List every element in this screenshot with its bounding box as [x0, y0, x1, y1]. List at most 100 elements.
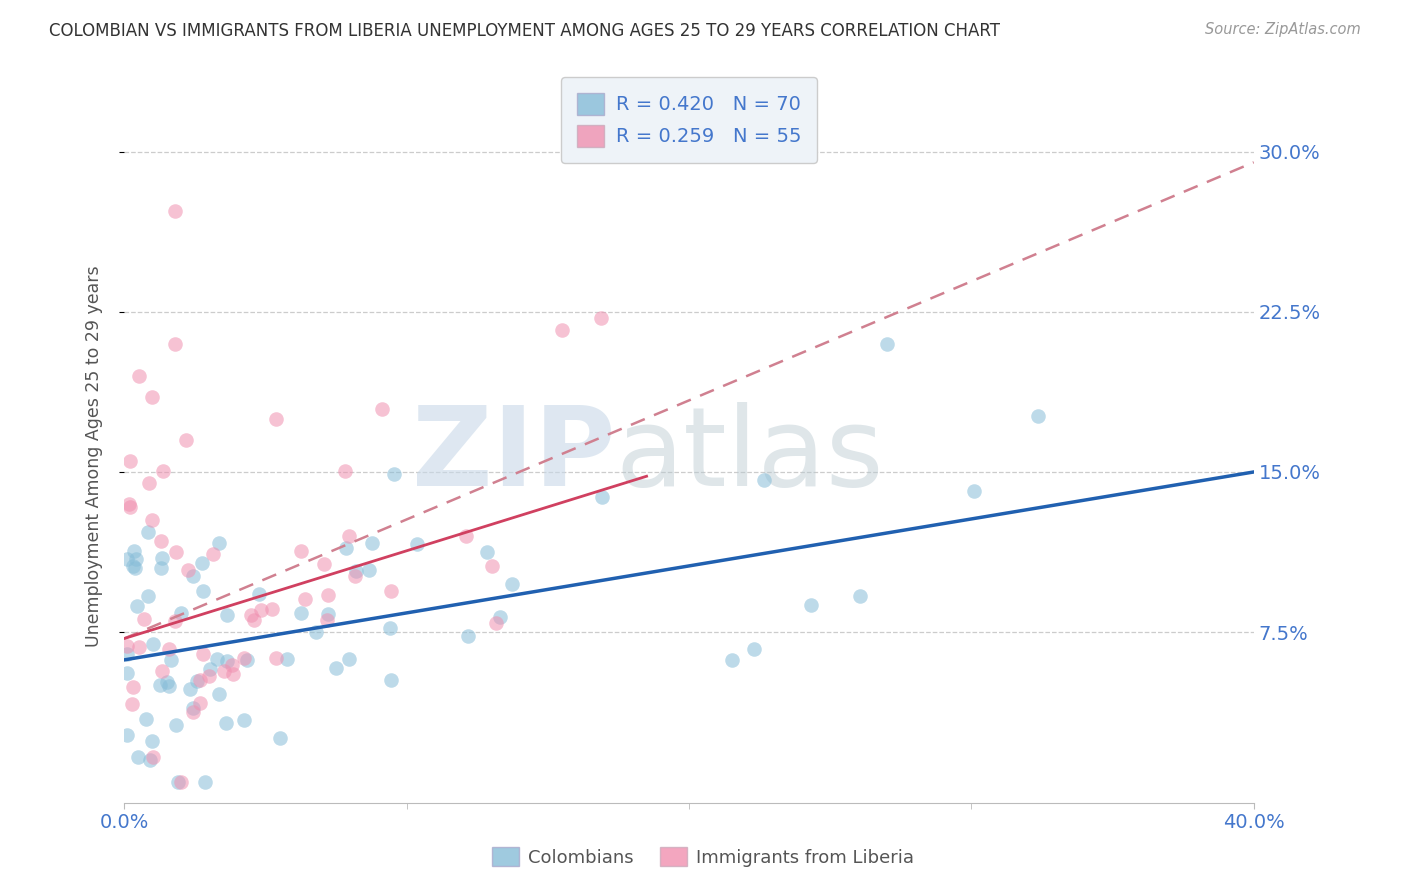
- Point: [212, 664, 235, 678]
- Point: [138, 475, 160, 490]
- Point: [217, 654, 239, 668]
- Point: [589, 311, 612, 326]
- Y-axis label: Unemployment Among Ages 25 to 29 years: Unemployment Among Ages 25 to 29 years: [86, 265, 103, 647]
- Point: [848, 589, 870, 603]
- Point: [591, 490, 613, 504]
- Point: [177, 563, 200, 577]
- Point: [115, 665, 138, 680]
- Point: [115, 639, 138, 653]
- Point: [217, 608, 239, 623]
- Point: [290, 544, 312, 558]
- Point: [142, 637, 165, 651]
- Point: [485, 615, 508, 630]
- Text: atlas: atlas: [616, 402, 884, 509]
- Point: [262, 601, 284, 615]
- Point: [752, 473, 775, 487]
- Legend: Colombians, Immigrants from Liberia: Colombians, Immigrants from Liberia: [484, 840, 922, 874]
- Point: [157, 680, 180, 694]
- Point: [316, 588, 339, 602]
- Point: [876, 336, 898, 351]
- Point: [165, 718, 187, 732]
- Point: [181, 705, 204, 719]
- Point: [152, 464, 174, 478]
- Point: [163, 614, 186, 628]
- Point: [335, 541, 357, 555]
- Point: [181, 700, 204, 714]
- Point: [198, 662, 221, 676]
- Point: [118, 497, 141, 511]
- Point: [207, 652, 229, 666]
- Point: [489, 609, 512, 624]
- Point: [380, 673, 402, 688]
- Point: [215, 716, 238, 731]
- Point: [157, 642, 180, 657]
- Point: [361, 536, 384, 550]
- Point: [139, 753, 162, 767]
- Point: [276, 652, 298, 666]
- Point: [174, 433, 197, 447]
- Point: [312, 558, 335, 572]
- Point: [135, 712, 157, 726]
- Point: [169, 774, 191, 789]
- Point: [744, 642, 766, 657]
- Point: [236, 653, 259, 667]
- Point: [115, 647, 138, 661]
- Point: [155, 675, 177, 690]
- Point: [316, 607, 339, 621]
- Point: [247, 586, 270, 600]
- Point: [188, 696, 211, 710]
- Point: [337, 528, 360, 542]
- Point: [160, 653, 183, 667]
- Point: [150, 533, 173, 548]
- Point: [150, 665, 173, 679]
- Point: [132, 612, 155, 626]
- Point: [344, 565, 367, 579]
- Point: [197, 669, 219, 683]
- Point: [250, 602, 273, 616]
- Point: [118, 500, 141, 515]
- Point: [305, 624, 328, 639]
- Point: [290, 606, 312, 620]
- Point: [121, 558, 143, 573]
- Point: [142, 750, 165, 764]
- Point: [167, 774, 190, 789]
- Point: [339, 652, 361, 666]
- Point: [191, 557, 214, 571]
- Legend: R = 0.420   N = 70, R = 0.259   N = 55: R = 0.420 N = 70, R = 0.259 N = 55: [561, 77, 817, 162]
- Point: [115, 728, 138, 742]
- Point: [170, 606, 193, 620]
- Point: [125, 599, 148, 613]
- Point: [141, 390, 163, 404]
- Point: [121, 697, 143, 711]
- Point: [181, 569, 204, 583]
- Point: [457, 629, 479, 643]
- Point: [239, 608, 262, 623]
- Point: [188, 673, 211, 687]
- Point: [232, 714, 254, 728]
- Point: [191, 584, 214, 599]
- Point: [163, 204, 186, 219]
- Point: [1026, 409, 1049, 423]
- Point: [294, 591, 316, 606]
- Point: [194, 774, 217, 789]
- Point: [193, 647, 215, 661]
- Point: [208, 536, 231, 550]
- Point: [136, 589, 159, 603]
- Point: [208, 687, 231, 701]
- Text: ZIP: ZIP: [412, 402, 616, 509]
- Point: [221, 657, 243, 672]
- Point: [475, 544, 498, 558]
- Point: [128, 640, 150, 655]
- Point: [316, 613, 339, 627]
- Point: [141, 734, 163, 748]
- Point: [456, 529, 478, 543]
- Point: [222, 666, 245, 681]
- Point: [269, 731, 291, 745]
- Point: [149, 677, 172, 691]
- Point: [370, 402, 392, 417]
- Point: [264, 650, 287, 665]
- Point: [163, 336, 186, 351]
- Point: [152, 551, 174, 566]
- Point: [800, 599, 823, 613]
- Point: [481, 559, 503, 574]
